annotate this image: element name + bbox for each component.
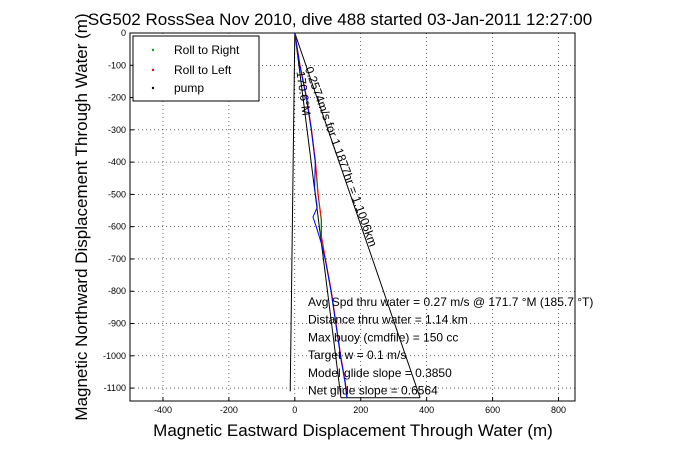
series-line-track <box>294 32 348 398</box>
tick-labels: -400 -200 0 200 400 600 800 0 -100 -200 -300 -400 -5… <box>103 28 566 415</box>
annotation-text: Max buoy (cmdfile) = 150 cc <box>308 330 458 344</box>
y-tick-label: 0 <box>121 28 126 38</box>
legend-label-roll-right: Roll to Right <box>174 43 240 57</box>
y-tick-label: -1000 <box>103 351 126 361</box>
y-tick-label: -700 <box>108 254 126 264</box>
x-tick-label: 0 <box>292 405 297 415</box>
y-tick-label: -900 <box>108 319 126 329</box>
x-tick-label: 600 <box>485 405 500 415</box>
series-layer <box>289 32 421 399</box>
legend-marker-roll-left <box>151 68 155 72</box>
x-tick-label: 800 <box>551 405 566 415</box>
annotation-text: Net glide slope = 0.6564 <box>308 384 438 398</box>
series-line-pump <box>289 32 296 392</box>
legend-marker-roll-right <box>151 48 155 52</box>
glide-reference-line <box>294 32 342 398</box>
legend-label-roll-left: Roll to Left <box>174 63 232 77</box>
x-tick-label: -200 <box>220 405 238 415</box>
y-tick-label: -1100 <box>104 383 126 393</box>
x-tick-label: 400 <box>419 405 434 415</box>
annotation-text: 170.6°M <box>293 70 313 116</box>
y-axis-label: Magnetic Northward Displacement Through … <box>72 13 91 420</box>
x-tick-label: -400 <box>154 405 172 415</box>
annotation-text: Avg Spd thru water = 0.27 m/s @ 171.7 °M… <box>308 295 593 309</box>
legend-box <box>132 35 260 102</box>
y-tick-label: -300 <box>108 125 126 135</box>
annotation-text: Target w = 0.1 m/s <box>308 348 406 362</box>
legend-label-pump: pump <box>174 81 204 95</box>
glide-reference-line <box>294 32 421 398</box>
grid-lines <box>130 32 575 401</box>
x-tick-label: 200 <box>353 405 368 415</box>
chart-title: SG502 RossSea Nov 2010, dive 488 started… <box>88 10 592 29</box>
y-tick-label: -100 <box>108 60 126 70</box>
legend-marker-pump <box>151 86 155 90</box>
y-tick-label: -800 <box>108 286 126 296</box>
x-axis-label: Magnetic Eastward Displacement Through W… <box>153 421 553 440</box>
y-tick-label: -500 <box>108 189 126 199</box>
y-tick-label: -400 <box>108 157 126 167</box>
annotation-text: Model glide slope = 0.3850 <box>308 366 452 380</box>
legend: Roll to Right Roll to Left pump <box>132 35 260 102</box>
y-tick-label: -600 <box>108 222 126 232</box>
y-tick-label: -200 <box>108 93 126 103</box>
annotation-text: Distance thru water = 1.14 km <box>308 313 468 327</box>
